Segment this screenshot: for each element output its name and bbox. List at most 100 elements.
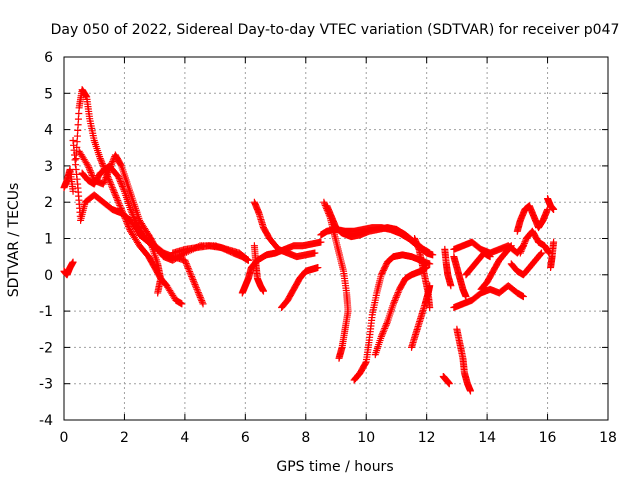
data-point — [124, 222, 132, 230]
x-tick-label: 18 — [599, 430, 617, 446]
series-track-30 — [544, 195, 558, 213]
data-point — [519, 293, 527, 301]
data-point — [122, 218, 130, 226]
series-track-25 — [462, 249, 494, 279]
data-point — [187, 271, 195, 279]
data-point — [188, 272, 196, 280]
data-point — [186, 268, 194, 276]
data-point — [335, 354, 343, 362]
chart-title: Day 050 of 2022, Sidereal Day-to-day VTE… — [51, 22, 620, 38]
data-point — [198, 297, 206, 305]
data-point — [184, 263, 192, 271]
data-point — [85, 164, 93, 172]
series-track-31 — [547, 238, 558, 272]
data-point — [182, 260, 190, 268]
data-point — [259, 287, 267, 295]
data-point — [536, 251, 544, 259]
data-point — [84, 162, 92, 170]
data-point — [429, 251, 437, 259]
series-track-02 — [60, 258, 77, 279]
data-point — [86, 167, 94, 175]
data-point — [383, 320, 391, 328]
data-point — [323, 206, 331, 214]
data-point — [377, 333, 385, 341]
data-point — [109, 157, 117, 165]
data-point — [188, 274, 196, 282]
data-point — [323, 205, 331, 213]
series-track-03 — [69, 136, 252, 264]
data-point — [103, 170, 111, 178]
data-point — [129, 210, 137, 218]
data-point — [507, 242, 515, 250]
data-point — [394, 289, 402, 297]
data-point — [115, 200, 123, 208]
data-point — [486, 253, 494, 261]
y-tick-label: 3 — [44, 159, 53, 175]
data-point — [100, 178, 108, 186]
data-point — [109, 185, 117, 193]
data-point — [86, 165, 94, 173]
data-point — [130, 214, 138, 222]
data-point — [108, 184, 116, 192]
data-point — [325, 211, 333, 219]
x-tick-label: 0 — [60, 430, 69, 446]
y-tick-label: -4 — [39, 413, 53, 429]
data-point — [124, 221, 132, 229]
data-point — [321, 201, 329, 209]
data-point — [120, 211, 128, 219]
data-point — [190, 277, 198, 285]
data-point — [183, 261, 191, 269]
data-point — [116, 201, 124, 209]
data-point — [198, 298, 206, 306]
data-point — [120, 186, 128, 194]
data-point — [123, 219, 131, 227]
data-point — [126, 226, 134, 234]
data-point — [322, 203, 330, 211]
x-tick-label: 14 — [478, 430, 496, 446]
data-point — [116, 178, 124, 186]
data-point — [390, 298, 398, 306]
series-track-26 — [477, 242, 515, 293]
series-track-01 — [60, 166, 77, 195]
data-point — [98, 159, 106, 167]
data-point — [115, 174, 123, 182]
data-point — [129, 212, 137, 220]
data-point — [125, 224, 133, 232]
data-point — [380, 326, 388, 334]
data-point — [120, 213, 128, 221]
y-tick-label: 5 — [44, 86, 53, 102]
data-point — [114, 198, 122, 206]
data-point — [108, 182, 116, 190]
data-point — [102, 174, 110, 182]
data-point — [189, 276, 197, 284]
data-point — [426, 303, 434, 311]
data-point — [378, 331, 386, 339]
data-point — [520, 239, 528, 247]
data-point — [126, 205, 134, 213]
data-point — [107, 180, 115, 188]
x-tick-label: 12 — [418, 430, 436, 446]
data-point — [447, 282, 455, 290]
data-point — [147, 241, 155, 249]
data-point — [106, 179, 114, 187]
data-point — [518, 246, 526, 254]
data-point — [389, 300, 397, 308]
data-point — [393, 292, 401, 300]
data-point — [131, 217, 139, 225]
data-point — [118, 208, 126, 216]
data-point — [196, 293, 204, 301]
data-point — [97, 156, 105, 164]
data-point — [507, 243, 515, 251]
data-point — [537, 250, 545, 258]
data-point — [69, 187, 77, 195]
series-track-24 — [453, 325, 474, 395]
data-point — [113, 195, 121, 203]
series-track-22 — [450, 253, 470, 301]
x-tick-label: 16 — [539, 430, 557, 446]
data-point — [445, 380, 453, 388]
y-tick-label: -1 — [39, 304, 53, 320]
data-point — [69, 258, 77, 266]
data-point — [104, 169, 112, 177]
data-point — [116, 176, 124, 184]
